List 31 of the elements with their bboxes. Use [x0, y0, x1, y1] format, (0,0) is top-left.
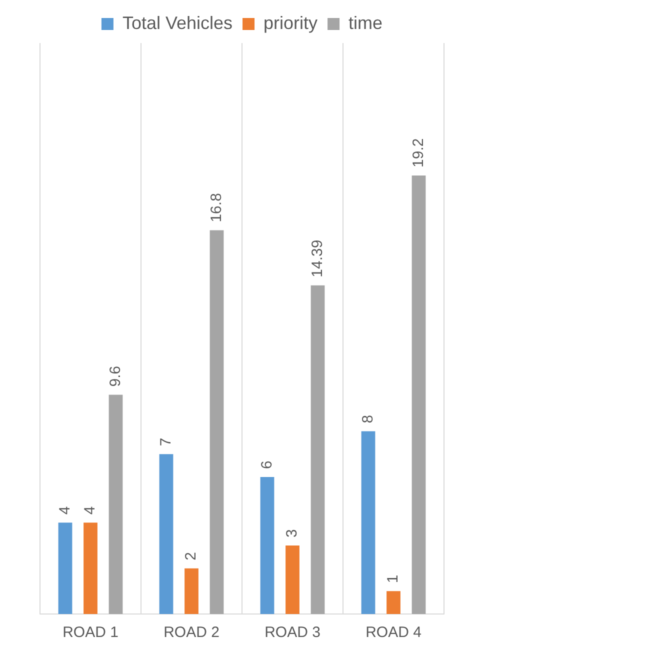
bar: [84, 522, 98, 614]
data-label: 3: [284, 529, 301, 538]
x-tick-label: ROAD 4: [366, 624, 422, 642]
data-label: 8: [359, 414, 376, 424]
bar: [159, 454, 174, 614]
bar: [412, 175, 426, 614]
x-tick-label: ROAD 1: [62, 624, 118, 642]
data-label: 4: [82, 506, 99, 515]
bar: [108, 394, 123, 614]
data-label: 2: [182, 552, 200, 560]
data-label: 7: [157, 438, 174, 446]
x-tick-label: ROAD 2: [164, 624, 220, 642]
data-label: 6: [258, 460, 276, 469]
data-label: 4: [56, 506, 74, 515]
x-tick-label: ROAD 3: [264, 624, 320, 642]
bar: [210, 230, 224, 614]
data-label: 9.6: [106, 366, 124, 387]
data-label: 19.2: [410, 138, 427, 168]
data-label: 14.39: [308, 240, 326, 278]
bar: [310, 285, 325, 614]
legend-label: priority: [264, 12, 318, 33]
bar: [260, 476, 274, 614]
bar: [184, 568, 198, 614]
legend-label: Total Vehicles: [122, 12, 233, 33]
data-label: 16.8: [208, 193, 225, 222]
bar: [58, 522, 72, 614]
bar: [361, 431, 376, 614]
legend-label: time: [348, 12, 383, 33]
bar: [386, 591, 400, 614]
data-label: 1: [384, 574, 402, 584]
bar: [286, 545, 300, 614]
